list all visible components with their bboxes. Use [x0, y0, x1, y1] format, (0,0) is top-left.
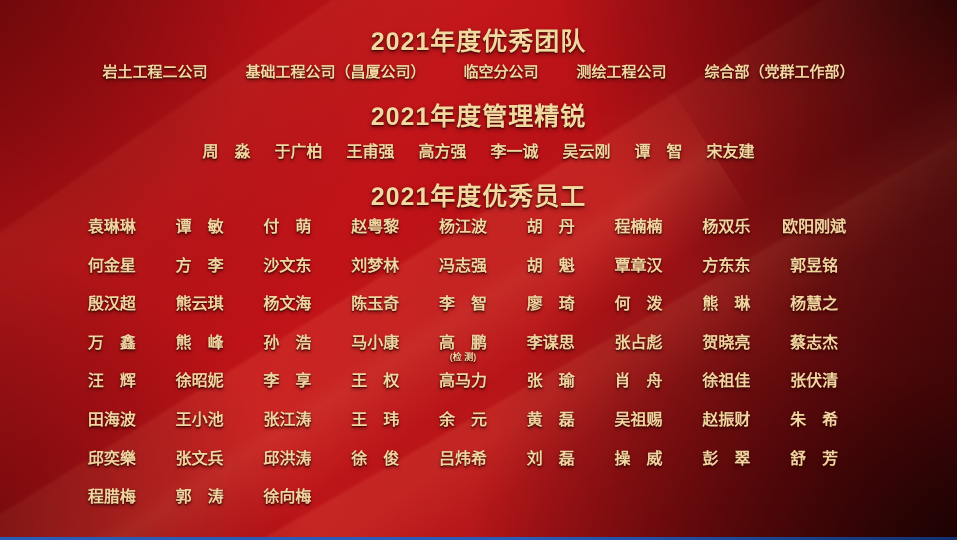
team-name: 临空分公司	[463, 64, 539, 81]
employee-name: 王 玮	[351, 411, 400, 429]
employee-name: 张文兵	[175, 450, 224, 468]
employee-name: 张伏清	[790, 373, 839, 391]
employee-name: 李 智	[438, 296, 487, 314]
employee-name: 余 元	[438, 411, 487, 429]
employee-name: 肖 舟	[614, 373, 663, 391]
team-name: 测绘工程公司	[576, 64, 667, 81]
employee-name: 万 鑫	[87, 334, 136, 352]
employee-name: 汪 辉	[87, 373, 136, 391]
section-title-outstanding-employees: 2021年度优秀员工	[370, 183, 587, 211]
footer-accent-line	[0, 537, 957, 540]
employee-name: 廖 琦	[526, 296, 575, 314]
employee-name: 王 权	[351, 373, 400, 391]
employee-name: 胡 魁	[526, 257, 575, 275]
employee-name: 沙文东	[263, 257, 312, 275]
employee-name: 杨文海	[263, 296, 312, 314]
team-name: 基础工程公司（昌厦公司）	[245, 64, 426, 81]
employee-name: 何 泼	[614, 296, 663, 314]
employee-name: 朱 希	[790, 411, 839, 429]
employee-name: 郭 涛	[175, 489, 224, 507]
employee-name: 熊 琳	[702, 296, 751, 314]
employee-names-grid: 袁琳琳 谭 敏 付 萌 赵粤黎 杨江波 胡 丹 程楠楠 杨双乐 欧阳刚斌何金星 方 李 沙文东 刘梦林…	[68, 218, 858, 527]
employee-name: 熊云琪	[175, 296, 224, 314]
employee-name: 赵振财	[702, 411, 751, 429]
employee-name: 熊 峰	[175, 334, 224, 352]
employee-name: 张占彪	[614, 334, 663, 352]
employee-name: 田海波	[87, 411, 136, 429]
employee-name: 高马力	[438, 373, 487, 391]
management-elite-name: 宋友建	[706, 144, 755, 161]
employee-name: 胡 丹	[526, 219, 575, 236]
section-title-outstanding-teams: 2021年度优秀团队	[370, 28, 587, 56]
management-elite-name: 李一诚	[490, 144, 539, 161]
management-elite-name: 周 淼	[202, 144, 251, 161]
employee-name: 张 瑜	[526, 373, 575, 391]
empty-cell	[595, 488, 683, 527]
employee-name: 程腊梅	[87, 489, 136, 507]
employee-note: (检 测)	[449, 351, 477, 362]
management-elite-name: 吴云刚	[562, 144, 611, 161]
employee-name: 徐向梅	[263, 489, 312, 507]
employee-name: 李谋思	[526, 334, 575, 352]
employee-name: 陈玉奇	[351, 296, 400, 314]
management-elite-name: 于广柏	[274, 144, 323, 161]
employee-name: 邱奕樂	[87, 450, 136, 468]
team-name: 岩土工程二公司	[102, 64, 208, 81]
employee-name: 杨双乐	[702, 219, 751, 236]
section-title-management-elite: 2021年度管理精锐	[370, 103, 587, 131]
employee-name: 冯志强	[438, 257, 487, 275]
employee-name: 刘 磊	[526, 450, 575, 468]
employee-name: 方 李	[175, 257, 224, 275]
management-elite-name: 谭 智	[634, 144, 683, 161]
employee-name: 王小池	[175, 411, 224, 429]
employee-name: 舒 芳	[790, 450, 839, 468]
empty-cell	[682, 488, 770, 527]
empty-cell	[770, 488, 858, 527]
team-name: 综合部（党群工作部）	[704, 64, 855, 81]
employee-name: 殷汉超	[87, 296, 136, 314]
employee-name: 徐祖佳	[702, 373, 751, 391]
employee-name: 彭 翠	[702, 450, 751, 468]
employee-name: 蔡志杰	[790, 334, 839, 352]
employee-name: 袁琳琳	[87, 219, 136, 236]
employee-name: 杨慧之	[790, 296, 839, 314]
management-names-list: 周 淼 于广柏 王甫强 高方强 李一诚 吴云刚 谭 智 宋友建	[0, 143, 957, 163]
employee-name: 贺晓亮	[702, 334, 751, 352]
employee-name: 马小康	[351, 334, 400, 352]
employee-name: 赵粤黎	[351, 219, 400, 236]
empty-cell	[419, 488, 507, 527]
employee-name: 徐 俊	[351, 450, 400, 468]
employee-name: 高 鹏 (检 测)	[419, 334, 507, 373]
empty-cell	[507, 488, 595, 527]
employee-name: 欧阳刚斌	[782, 219, 847, 236]
employee-name: 吕炜希	[438, 450, 487, 468]
teams-list: 岩土工程二公司 基础工程公司（昌厦公司） 临空分公司 测绘工程公司 综合部（党群工作部）	[0, 63, 957, 83]
employee-name: 方东东	[702, 257, 751, 275]
employee-name: 李 享	[263, 373, 312, 391]
employee-name: 覃章汉	[614, 257, 663, 275]
employee-name: 操 威	[614, 450, 663, 468]
employee-name: 徐昭妮	[175, 373, 224, 391]
employee-name: 吴祖赐	[614, 411, 663, 429]
management-elite-name: 高方强	[418, 144, 467, 161]
empty-cell	[331, 488, 419, 527]
employee-name: 付 萌	[263, 219, 312, 236]
employee-name: 张江涛	[263, 411, 312, 429]
employee-name: 孙 浩	[263, 334, 312, 352]
employee-name: 杨江波	[438, 219, 487, 236]
employee-name: 邱洪涛	[263, 450, 312, 468]
management-elite-name: 王甫强	[346, 144, 395, 161]
employee-name: 郭昱铭	[790, 257, 839, 275]
employee-name: 刘梦林	[351, 257, 400, 275]
employee-name: 何金星	[87, 257, 136, 275]
employee-name: 黄 磊	[526, 411, 575, 429]
employee-name: 谭 敏	[175, 219, 224, 236]
employee-name: 程楠楠	[614, 219, 663, 236]
